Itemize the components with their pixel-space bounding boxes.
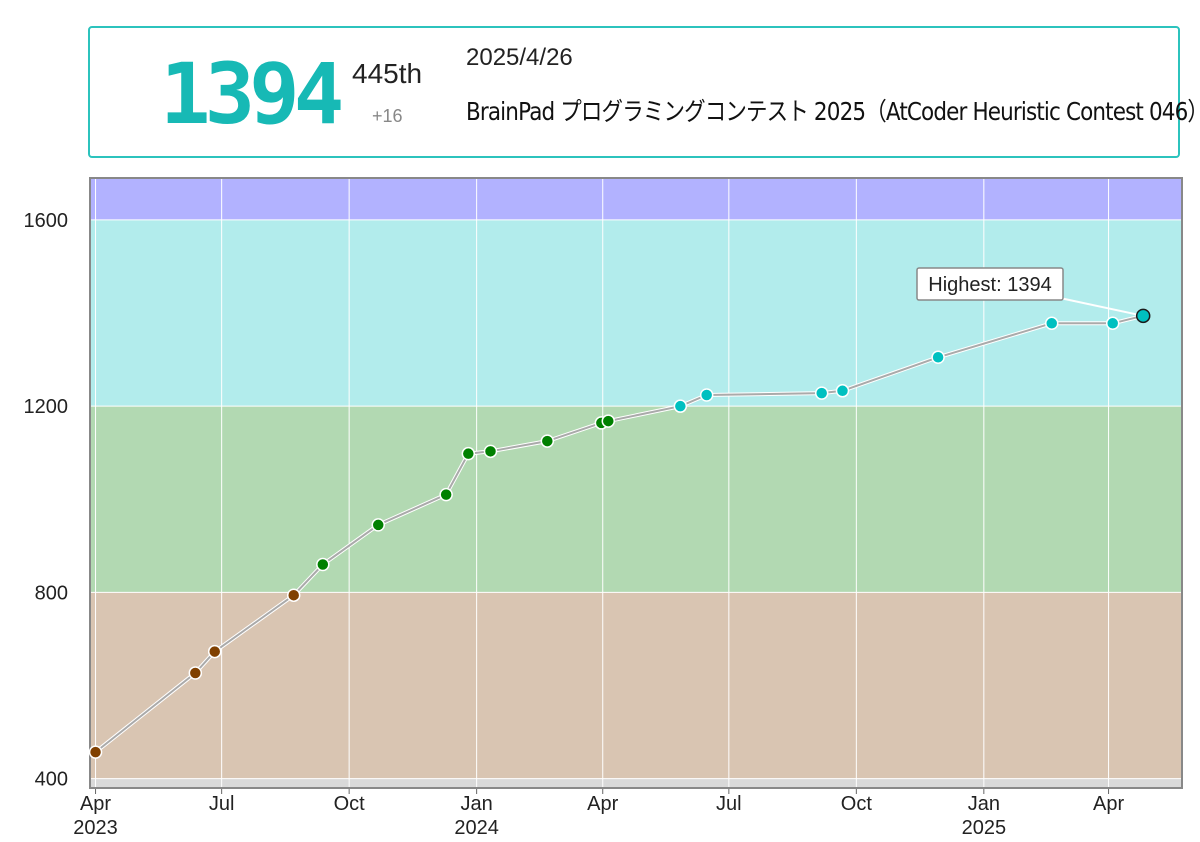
x-tick-label: Jul [209, 793, 235, 815]
data-point [188, 666, 203, 680]
x-tick-label: Jan [461, 793, 493, 815]
data-point [207, 644, 222, 659]
data-point [316, 557, 330, 572]
data-point [1044, 316, 1059, 331]
data-point [835, 384, 850, 398]
data-point [1105, 316, 1120, 331]
x-tick-label: Apr [1093, 793, 1124, 815]
data-point [699, 388, 714, 402]
data-point [461, 446, 476, 461]
rating-band-4 [90, 178, 1182, 220]
rating-diff: +16 [372, 106, 403, 126]
data-point [483, 444, 498, 459]
rating-band-3 [90, 219, 1182, 407]
highest-label-connector [1059, 297, 1144, 317]
data-point [673, 399, 688, 413]
x-tick-label: Jan [968, 793, 1000, 815]
y-tick-label: 1600 [24, 210, 69, 232]
data-point [88, 745, 103, 759]
y-tick-label: 800 [35, 582, 68, 604]
data-point [814, 386, 829, 400]
contest-info-card: 1394 445th +16 2025/4/26 BrainPad プログラミン… [88, 26, 1200, 158]
x-tick-label: Apr [80, 793, 111, 815]
x-tick-year-label: 2023 [73, 817, 118, 839]
x-tick-year-label: 2024 [454, 817, 499, 839]
y-tick-label: 1200 [24, 396, 69, 418]
data-point [439, 487, 453, 502]
contest-rank: 445th [352, 58, 423, 89]
x-tick-label: Apr [587, 793, 618, 815]
x-tick-label: Jul [716, 793, 742, 815]
data-point [1135, 308, 1151, 324]
current-rating: 1394 [160, 45, 344, 143]
x-tick-label: Oct [334, 793, 366, 815]
contest-name: BrainPad プログラミングコンテスト 2025（AtCoder Heuri… [466, 97, 1200, 126]
highest-label: Highest: 1394 [928, 274, 1051, 296]
data-point [286, 588, 301, 602]
data-point [371, 518, 385, 532]
x-tick-label: Oct [841, 793, 873, 815]
rating-line [94, 314, 1144, 753]
rating-band-0 [90, 778, 1182, 788]
contest-date: 2025/4/26 [466, 44, 573, 71]
highest-label-box [916, 267, 1064, 301]
rating-band-1 [90, 592, 1182, 779]
x-tick-year-label: 2025 [962, 817, 1007, 839]
rating-band-2 [90, 406, 1182, 593]
y-tick-label: 400 [35, 769, 68, 791]
plot-frame [89, 177, 1183, 789]
data-point [931, 350, 945, 365]
data-point [601, 414, 616, 428]
data-point [540, 434, 555, 448]
